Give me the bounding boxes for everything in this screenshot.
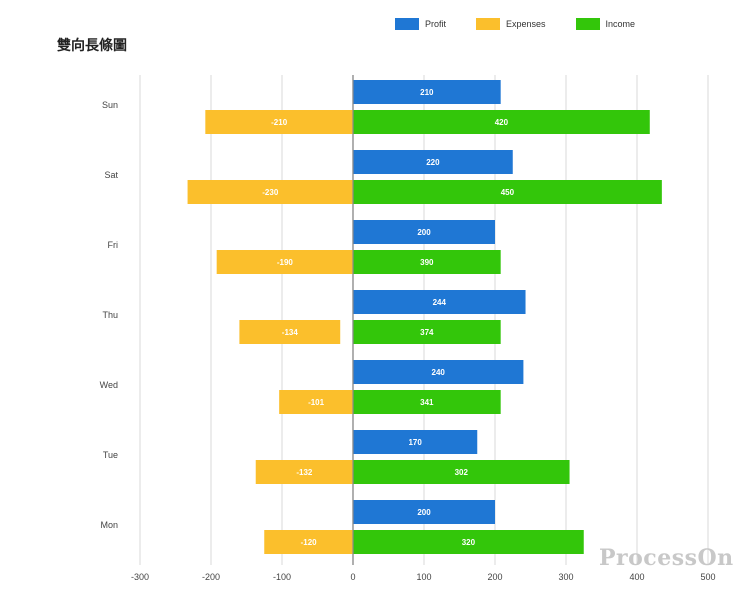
- bar-profit-sun[interactable]: [353, 80, 501, 104]
- x-tick-label: -200: [202, 572, 220, 582]
- bar-expenses-sun[interactable]: [205, 110, 353, 134]
- y-tick-label: Wed: [100, 380, 118, 390]
- data-label-expenses: -134: [282, 328, 299, 337]
- bars: [187, 80, 662, 554]
- x-tick-label: 500: [700, 572, 715, 582]
- data-label-expenses: -210: [271, 118, 288, 127]
- data-label-profit: 170: [408, 438, 422, 447]
- legend-item-expenses[interactable]: Expenses: [476, 18, 546, 30]
- data-label-expenses: -120: [301, 538, 318, 547]
- data-label-profit: 200: [417, 508, 431, 517]
- x-tick-label: 100: [416, 572, 431, 582]
- bar-expenses-wed[interactable]: [279, 390, 353, 414]
- data-label-income: 341: [420, 398, 434, 407]
- bar-expenses-fri[interactable]: [216, 250, 353, 274]
- legend-label-income: Income: [605, 19, 636, 29]
- data-label-income: 302: [455, 468, 469, 477]
- chart-title: 雙向長條圖: [57, 38, 127, 54]
- y-tick-label: Thu: [102, 310, 118, 320]
- x-tick-label: 0: [350, 572, 355, 582]
- bar-income-wed[interactable]: [353, 390, 501, 414]
- data-label-profit: 240: [432, 368, 446, 377]
- x-tick-label: 300: [558, 572, 573, 582]
- data-label-income: 374: [420, 328, 434, 337]
- legend-item-profit[interactable]: Profit: [395, 18, 446, 30]
- data-label-expenses: -190: [277, 258, 294, 267]
- data-label-expenses: -230: [262, 188, 279, 197]
- data-label-profit: 244: [433, 298, 447, 307]
- bar-income-sun[interactable]: [353, 110, 650, 134]
- bar-income-sat[interactable]: [353, 180, 662, 204]
- y-tick-label: Sat: [104, 170, 118, 180]
- bar-profit-fri[interactable]: [353, 220, 495, 244]
- legend-label-profit: Profit: [425, 19, 447, 29]
- bar-income-mon[interactable]: [353, 530, 584, 554]
- x-tick-label: -100: [273, 572, 291, 582]
- data-label-profit: 200: [417, 228, 431, 237]
- bar-profit-wed[interactable]: [353, 360, 524, 384]
- bar-expenses-mon[interactable]: [264, 530, 353, 554]
- data-label-profit: 220: [426, 158, 440, 167]
- bar-expenses-thu[interactable]: [239, 320, 341, 344]
- bar-profit-tue[interactable]: [353, 430, 478, 454]
- bar-income-tue[interactable]: [353, 460, 570, 484]
- watermark: ProcessOn: [599, 545, 734, 571]
- y-axis-tick-labels: Mon Tue Wed Thu Fri Sat Sun: [100, 100, 119, 530]
- legend-item-income[interactable]: Income: [575, 18, 636, 30]
- bar-profit-thu[interactable]: [353, 290, 526, 314]
- bar-income-thu[interactable]: [353, 320, 501, 344]
- bar-income-fri[interactable]: [353, 250, 501, 274]
- x-tick-label: 200: [487, 572, 502, 582]
- x-axis-tick-labels: -300 -200 -100 0 100 200 300 400 500: [131, 572, 716, 582]
- data-label-income: 420: [495, 118, 509, 127]
- y-tick-label: Fri: [108, 240, 119, 250]
- y-tick-label: Sun: [102, 100, 118, 110]
- bar-expenses-sat[interactable]: [187, 180, 353, 204]
- data-label-expenses: -101: [308, 398, 325, 407]
- data-label-income: 390: [420, 258, 434, 267]
- bar-expenses-tue[interactable]: [255, 460, 353, 484]
- legend-swatch-profit: [395, 18, 419, 30]
- x-tick-label: -300: [131, 572, 149, 582]
- data-labels: 200 -120 320 170 -132 302 240 -101 341 244 -134 374…: [262, 75, 515, 565]
- bar-profit-mon[interactable]: [353, 500, 495, 524]
- legend-swatch-expenses: [476, 18, 501, 30]
- data-label-expenses: -132: [296, 468, 313, 477]
- bar-profit-sat[interactable]: [353, 150, 513, 174]
- legend: Profit Expenses Income: [395, 18, 665, 30]
- data-label-profit: 210: [420, 88, 434, 97]
- data-label-income: 450: [501, 188, 515, 197]
- y-tick-label: Mon: [100, 520, 118, 530]
- data-label-income: 320: [462, 538, 476, 547]
- y-tick-label: Tue: [103, 450, 118, 460]
- legend-swatch-income: [575, 18, 600, 30]
- x-tick-label: 400: [629, 572, 644, 582]
- legend-label-expenses: Expenses: [506, 19, 546, 29]
